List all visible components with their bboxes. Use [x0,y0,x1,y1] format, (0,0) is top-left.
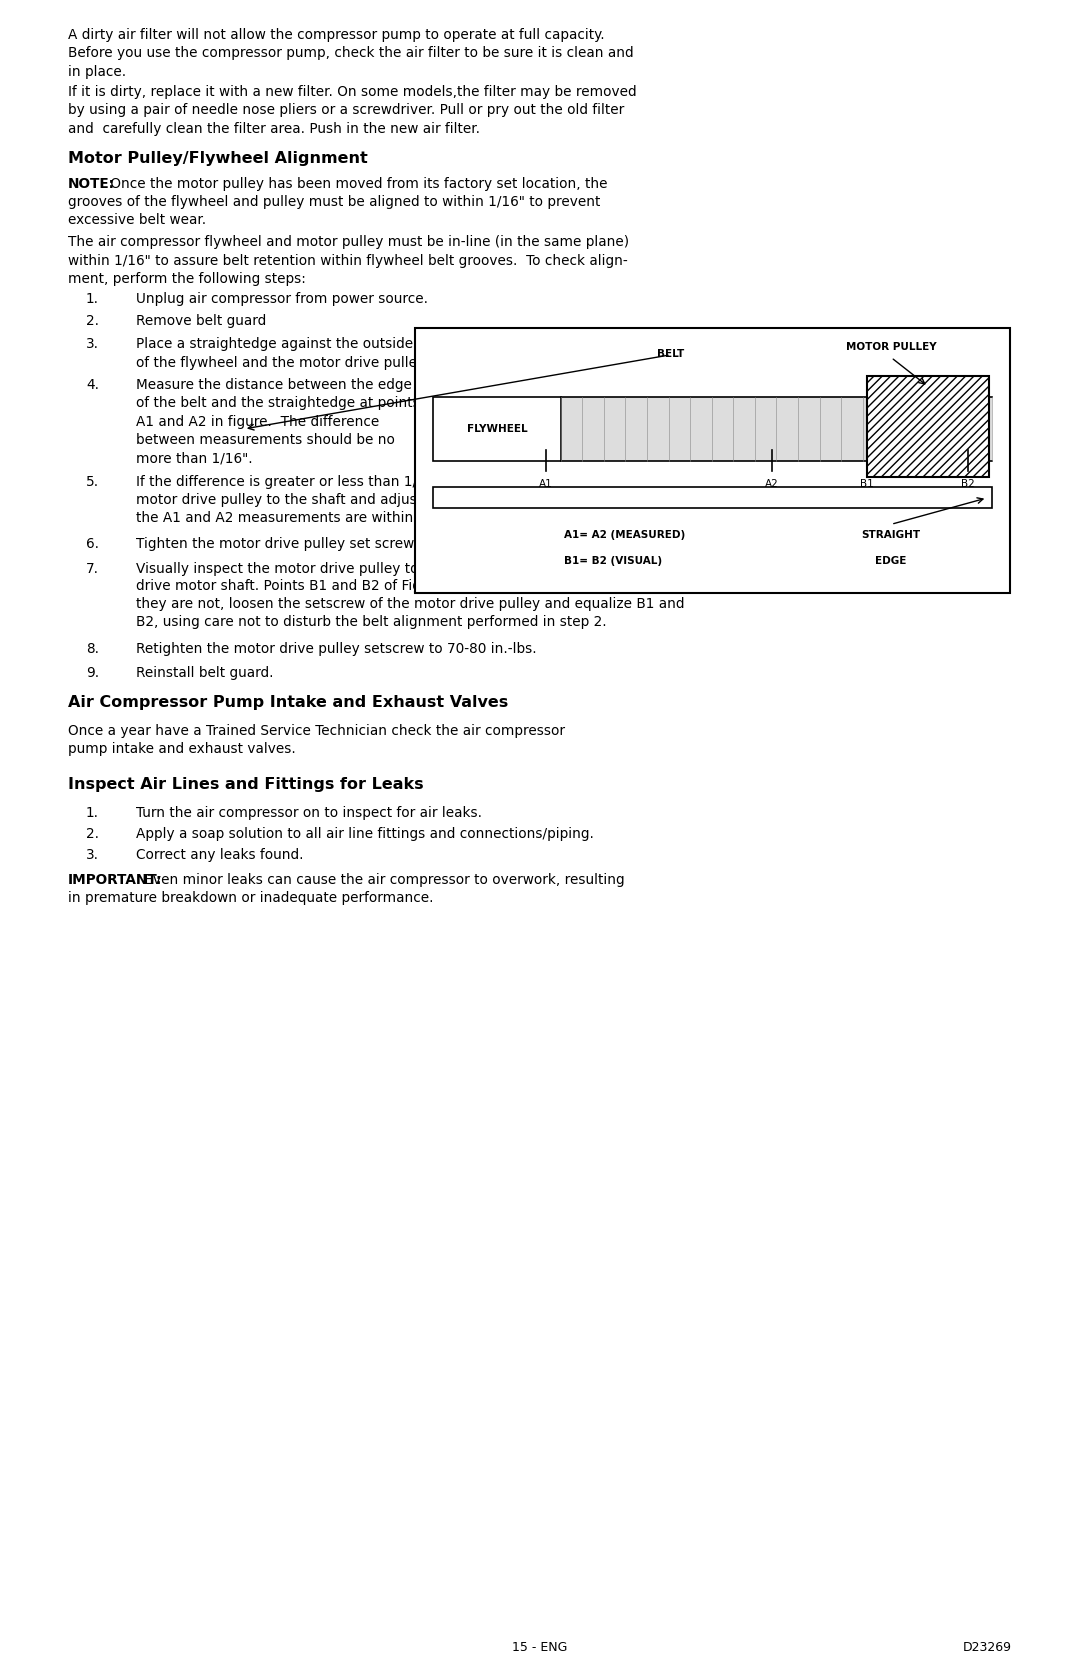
Text: 1.: 1. [86,806,99,819]
Text: A2: A2 [765,479,779,489]
Text: A1 and A2 in figure.  The difference: A1 and A2 in figure. The difference [136,414,379,429]
Text: 2.: 2. [86,314,99,327]
Text: of the flywheel and the motor drive pulley.: of the flywheel and the motor drive pull… [136,355,428,371]
Text: Visually inspect the motor drive pulley to verify that it is perpendicular to th: Visually inspect the motor drive pulley … [136,562,685,629]
Text: IMPORTANT:: IMPORTANT: [68,873,162,886]
Bar [867,376,989,477]
Text: The air compressor flywheel and motor pulley must be in-line (in the same plane): The air compressor flywheel and motor pu… [68,235,630,249]
Text: 3.: 3. [86,848,99,861]
Text: EDGE: EDGE [875,556,907,566]
Text: in place.: in place. [68,65,126,78]
Text: NOTE:: NOTE: [68,177,114,190]
Bar [433,487,993,509]
Text: ment, perform the following steps:: ment, perform the following steps: [68,272,306,285]
Text: 6.: 6. [86,537,99,551]
Text: If it is dirty, replace it with a new filter. On some models,the filter may be r: If it is dirty, replace it with a new fi… [68,85,636,98]
Text: D23269: D23269 [963,1641,1012,1654]
Text: grooves of the flywheel and pulley must be aligned to within 1/16" to prevent: grooves of the flywheel and pulley must … [68,195,600,209]
Text: 4.: 4. [86,377,99,392]
Text: Remove belt guard: Remove belt guard [136,314,267,327]
Text: Place a straightedge against the outside: Place a straightedge against the outside [136,337,414,352]
Text: 15 - ENG: 15 - ENG [512,1641,568,1654]
Text: STRAIGHT: STRAIGHT [862,529,920,539]
Text: within 1/16" to assure belt retention within flywheel belt grooves.  To check al: within 1/16" to assure belt retention wi… [68,254,627,267]
Text: by using a pair of needle nose pliers or a screwdriver. Pull or pry out the old : by using a pair of needle nose pliers or… [68,103,624,117]
Text: Once a year have a Trained Service Technician check the air compressor: Once a year have a Trained Service Techn… [68,724,565,738]
Text: Tighten the motor drive pulley set screw to 70-80 in.-lbs.: Tighten the motor drive pulley set screw… [136,537,526,551]
Text: 9.: 9. [86,666,99,681]
Text: Apply a soap solution to all air line fittings and connections/piping.: Apply a soap solution to all air line fi… [136,826,594,841]
Text: 5.: 5. [86,476,99,489]
Text: between measurements should be no: between measurements should be no [136,432,395,447]
Text: Air Compressor Pump Intake and Exhaust Valves: Air Compressor Pump Intake and Exhaust V… [68,694,509,709]
Text: excessive belt wear.: excessive belt wear. [68,214,206,227]
Text: B1= B2 (VISUAL): B1= B2 (VISUAL) [564,556,662,566]
Text: B1: B1 [861,479,874,489]
Text: in premature breakdown or inadequate performance.: in premature breakdown or inadequate per… [68,891,433,905]
Text: pump intake and exhaust valves.: pump intake and exhaust valves. [68,743,296,756]
Text: A1= A2 (MEASURED): A1= A2 (MEASURED) [564,529,685,539]
Text: If the difference is greater or less than 1/16" loosen the set screw holding the: If the difference is greater or less tha… [136,476,687,526]
Text: 8.: 8. [86,641,99,656]
Text: A1: A1 [539,479,553,489]
Text: Correct any leaks found.: Correct any leaks found. [136,848,303,861]
Text: Motor Pulley/Flywheel Alignment: Motor Pulley/Flywheel Alignment [68,152,368,167]
Text: 7.: 7. [86,562,99,576]
Text: BELT: BELT [658,349,685,359]
Text: 2.: 2. [86,826,99,841]
Text: Reinstall belt guard.: Reinstall belt guard. [136,666,273,681]
Text: 3.: 3. [86,337,99,352]
Text: Turn the air compressor on to inspect for air leaks.: Turn the air compressor on to inspect fo… [136,806,482,819]
Bar [561,397,993,461]
Text: Even minor leaks can cause the air compressor to overwork, resulting: Even minor leaks can cause the air compr… [140,873,624,886]
Text: Before you use the compressor pump, check the air filter to be sure it is clean : Before you use the compressor pump, chec… [68,47,634,60]
Text: Inspect Air Lines and Fittings for Leaks: Inspect Air Lines and Fittings for Leaks [68,776,423,791]
Text: Unplug air compressor from power source.: Unplug air compressor from power source. [136,292,428,307]
Text: Once the motor pulley has been moved from its factory set location, the: Once the motor pulley has been moved fro… [106,177,607,190]
Text: A dirty air filter will not allow the compressor pump to operate at full capacit: A dirty air filter will not allow the co… [68,28,605,42]
Bar [867,376,989,477]
Text: and  carefully clean the filter area. Push in the new air filter.: and carefully clean the filter area. Pus… [68,122,480,135]
Text: of the belt and the straightedge at points: of the belt and the straightedge at poin… [136,396,420,411]
Text: B2: B2 [961,479,975,489]
Bar [415,329,1010,592]
Text: Measure the distance between the edge: Measure the distance between the edge [136,377,411,392]
Bar [433,397,561,461]
Text: Retighten the motor drive pulley setscrew to 70-80 in.-lbs.: Retighten the motor drive pulley setscre… [136,641,537,656]
Text: more than 1/16".: more than 1/16". [136,451,253,466]
Text: 1.: 1. [86,292,99,307]
Text: FLYWHEEL: FLYWHEEL [467,424,527,434]
Text: MOTOR PULLEY: MOTOR PULLEY [846,342,936,352]
